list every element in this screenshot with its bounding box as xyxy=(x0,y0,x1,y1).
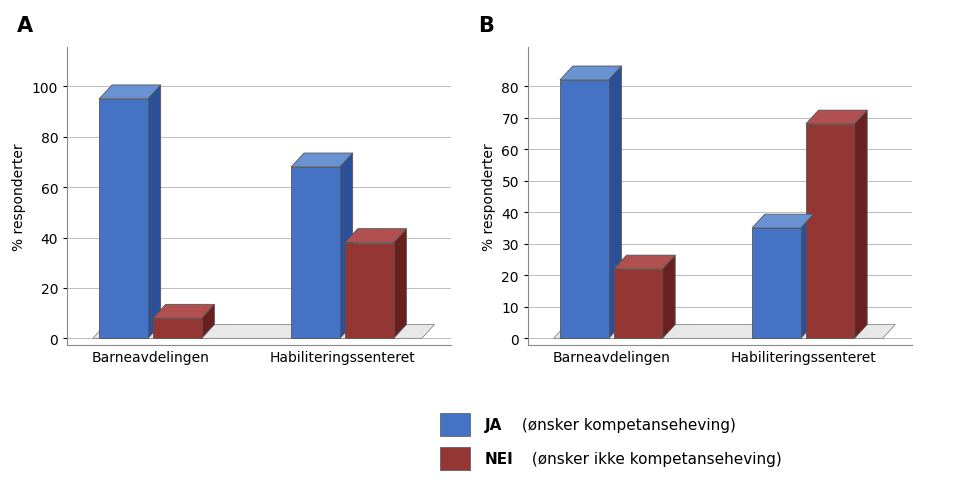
Text: JA: JA xyxy=(485,417,502,432)
Polygon shape xyxy=(153,319,202,339)
Polygon shape xyxy=(394,229,406,339)
Polygon shape xyxy=(340,154,352,339)
Polygon shape xyxy=(752,228,801,339)
Polygon shape xyxy=(801,215,813,339)
Polygon shape xyxy=(560,67,621,81)
Polygon shape xyxy=(291,168,340,339)
Polygon shape xyxy=(805,111,867,125)
Text: (ønsker kompetanseheving): (ønsker kompetanseheving) xyxy=(517,417,736,432)
Polygon shape xyxy=(609,67,621,339)
Polygon shape xyxy=(554,325,896,339)
Y-axis label: % responderter: % responderter xyxy=(482,143,495,251)
Polygon shape xyxy=(613,256,675,269)
Polygon shape xyxy=(148,86,160,339)
Text: (ønsker ikke kompetanseheving): (ønsker ikke kompetanseheving) xyxy=(527,451,781,466)
Polygon shape xyxy=(99,86,160,99)
Text: A: A xyxy=(17,16,34,36)
Polygon shape xyxy=(202,305,214,339)
Polygon shape xyxy=(93,325,435,339)
Text: NEI: NEI xyxy=(485,451,514,466)
Polygon shape xyxy=(345,229,406,243)
Polygon shape xyxy=(291,154,352,168)
Polygon shape xyxy=(752,215,813,228)
Polygon shape xyxy=(613,269,662,339)
Polygon shape xyxy=(805,125,854,339)
Polygon shape xyxy=(854,111,867,339)
Text: B: B xyxy=(478,16,494,36)
Polygon shape xyxy=(662,256,675,339)
Polygon shape xyxy=(99,99,148,339)
Polygon shape xyxy=(345,243,394,339)
Polygon shape xyxy=(153,305,214,319)
Y-axis label: % responderter: % responderter xyxy=(12,143,26,251)
Polygon shape xyxy=(560,81,609,339)
